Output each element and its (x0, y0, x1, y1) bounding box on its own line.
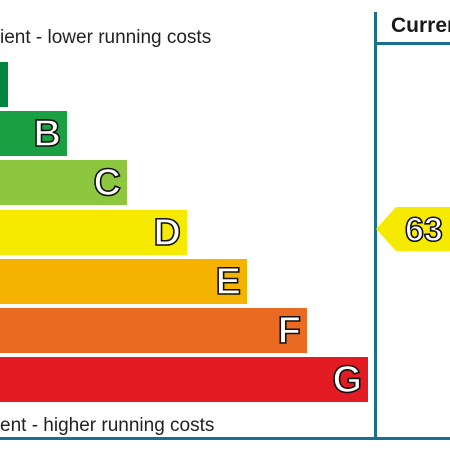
current-column-header: Curren (391, 14, 450, 37)
efficient-caption: ient - lower running costs (0, 27, 212, 48)
band-f-letter: F (277, 309, 302, 352)
current-rating-arrow (376, 207, 450, 251)
band-e-letter: E (215, 260, 242, 303)
band-d-letter: D (153, 211, 182, 254)
current-rating-indicator: 63 (376, 207, 450, 251)
band-c: C (0, 160, 127, 205)
band-g: G (0, 357, 368, 402)
band-e: E (0, 259, 247, 304)
column-divider (374, 12, 377, 440)
band-b-letter: B (33, 112, 62, 155)
header-divider (374, 42, 450, 45)
band-c-letter: C (93, 161, 122, 204)
band-b: B (0, 111, 67, 156)
band-d: D (0, 210, 187, 255)
bottom-divider (0, 437, 450, 440)
inefficient-caption: ent - higher running costs (0, 415, 215, 436)
current-rating-value: 63 (404, 211, 443, 249)
band-a (0, 62, 8, 107)
band-g-letter: G (332, 358, 363, 401)
band-f: F (0, 308, 307, 353)
